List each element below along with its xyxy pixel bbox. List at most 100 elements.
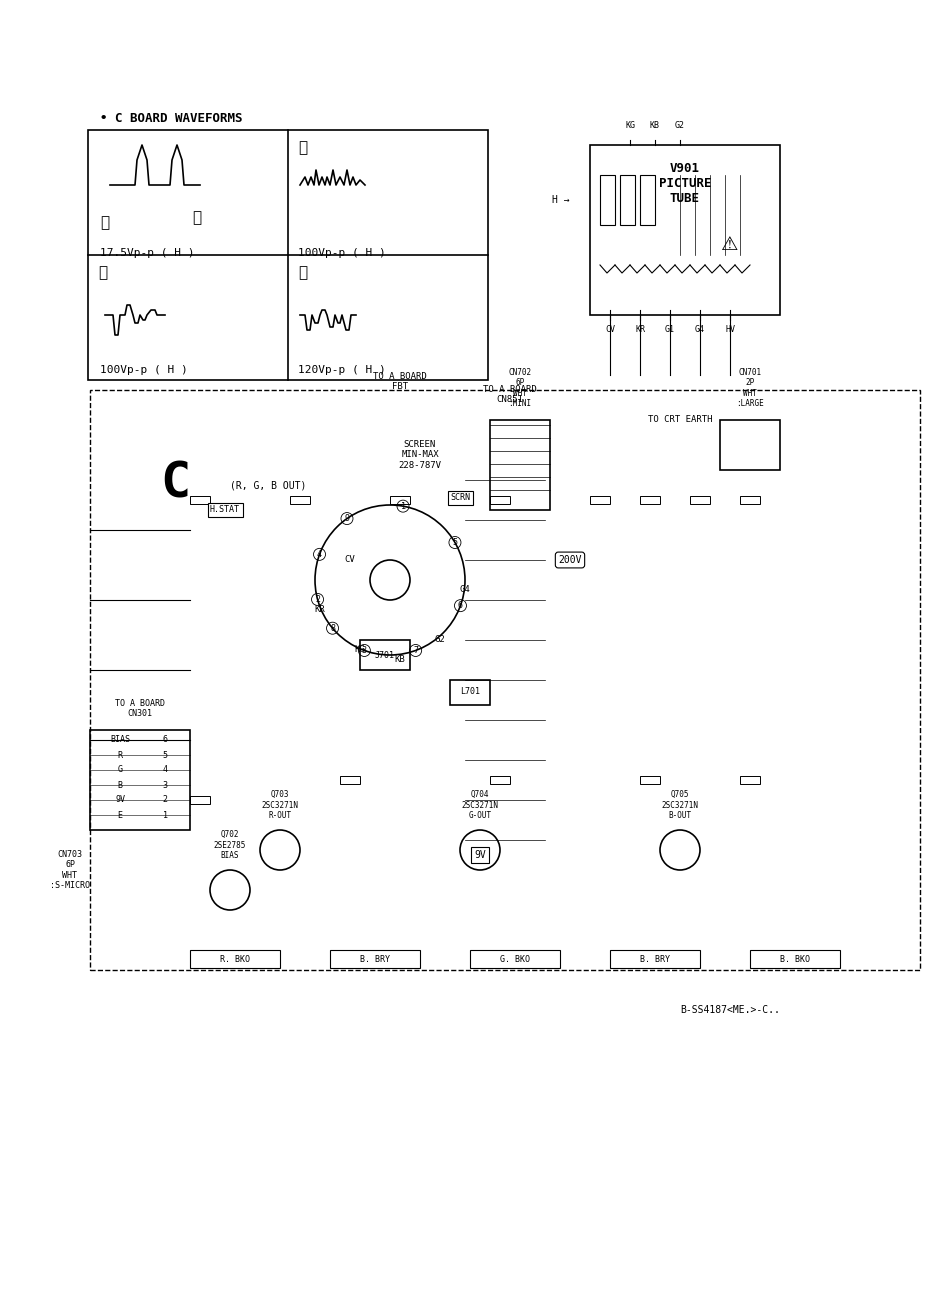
Text: ⚠: ⚠ bbox=[721, 236, 739, 254]
Text: 100Vp-p ( H ): 100Vp-p ( H ) bbox=[100, 365, 188, 376]
Bar bbox=[340, 776, 360, 784]
Text: G. BKO: G. BKO bbox=[500, 956, 530, 965]
Text: 1: 1 bbox=[401, 502, 406, 511]
Bar bbox=[490, 776, 510, 784]
Text: E: E bbox=[118, 811, 123, 819]
Text: (R, G, B OUT): (R, G, B OUT) bbox=[230, 480, 306, 490]
Text: C: C bbox=[160, 460, 190, 509]
Text: G: G bbox=[118, 765, 123, 775]
Bar bbox=[610, 951, 700, 968]
Bar bbox=[90, 390, 920, 970]
Text: ③: ③ bbox=[98, 265, 107, 280]
Text: KB: KB bbox=[650, 121, 660, 130]
Bar bbox=[490, 496, 510, 505]
Text: B. BRY: B. BRY bbox=[640, 956, 670, 965]
Text: CN701
2P
WHT
:LARGE: CN701 2P WHT :LARGE bbox=[736, 368, 764, 408]
Bar bbox=[590, 496, 610, 505]
Text: G4: G4 bbox=[695, 325, 705, 334]
Text: KB: KB bbox=[394, 656, 406, 665]
Text: 4: 4 bbox=[162, 765, 167, 775]
Text: 100Vp-p ( H ): 100Vp-p ( H ) bbox=[298, 248, 386, 258]
Bar bbox=[190, 795, 210, 805]
Text: L701: L701 bbox=[460, 687, 480, 696]
Text: H.STAT: H.STAT bbox=[210, 506, 240, 515]
Text: TO A BOARD
FBT: TO A BOARD FBT bbox=[373, 372, 427, 391]
Text: ④: ④ bbox=[298, 265, 307, 280]
Text: SCREEN
MIN-MAX
228-787V: SCREEN MIN-MAX 228-787V bbox=[398, 439, 442, 469]
Text: CV: CV bbox=[345, 556, 355, 565]
Text: 3: 3 bbox=[362, 645, 367, 655]
Bar bbox=[88, 130, 488, 379]
Text: 1: 1 bbox=[162, 811, 167, 819]
Bar bbox=[290, 496, 310, 505]
Text: 200V: 200V bbox=[559, 556, 581, 565]
Text: • C BOARD WAVEFORMS: • C BOARD WAVEFORMS bbox=[100, 112, 242, 124]
Text: TO A BOARD
CN301: TO A BOARD CN301 bbox=[115, 699, 165, 719]
Text: B. BKO: B. BKO bbox=[780, 956, 810, 965]
Bar bbox=[690, 496, 710, 505]
Text: H →: H → bbox=[552, 196, 570, 205]
Text: R: R bbox=[118, 751, 123, 759]
Text: CV: CV bbox=[605, 325, 615, 334]
Bar bbox=[390, 496, 410, 505]
Bar bbox=[600, 175, 615, 226]
Text: KG: KG bbox=[354, 645, 366, 655]
Bar bbox=[190, 496, 210, 505]
Text: 2: 2 bbox=[162, 795, 167, 805]
Text: V901
PICTURE
TUBE: V901 PICTURE TUBE bbox=[658, 162, 712, 205]
Text: G2: G2 bbox=[675, 121, 685, 130]
Text: B-SS4187<ME.>-C..: B-SS4187<ME.>-C.. bbox=[680, 1005, 780, 1015]
Bar bbox=[330, 951, 420, 968]
Text: 9: 9 bbox=[345, 514, 350, 523]
Text: G1: G1 bbox=[665, 325, 675, 334]
Text: Q705
2SC3271N
B-OUT: Q705 2SC3271N B-OUT bbox=[661, 790, 698, 820]
Bar bbox=[740, 496, 760, 505]
Bar bbox=[640, 496, 660, 505]
Bar bbox=[750, 951, 840, 968]
Text: Q704
2SC3271N
G-OUT: Q704 2SC3271N G-OUT bbox=[462, 790, 499, 820]
Text: 4: 4 bbox=[317, 550, 322, 559]
Text: 9V: 9V bbox=[115, 795, 125, 805]
Text: 120Vp-p ( H ): 120Vp-p ( H ) bbox=[298, 365, 386, 376]
Bar bbox=[620, 175, 635, 226]
Text: 3: 3 bbox=[162, 781, 167, 789]
Text: KR: KR bbox=[314, 605, 325, 614]
Text: CN703
6P
WHT
:S-MICRO: CN703 6P WHT :S-MICRO bbox=[50, 850, 90, 891]
Bar bbox=[720, 420, 780, 469]
Bar bbox=[190, 951, 280, 968]
Text: HV: HV bbox=[725, 325, 735, 334]
Text: G2: G2 bbox=[434, 635, 446, 644]
Text: Q702
2SE2785
BIAS: Q702 2SE2785 BIAS bbox=[214, 831, 246, 861]
Text: B. BRY: B. BRY bbox=[360, 956, 390, 965]
Text: J701: J701 bbox=[375, 651, 395, 660]
Text: R. BKO: R. BKO bbox=[220, 956, 250, 965]
Text: 5: 5 bbox=[452, 539, 458, 546]
Text: TO CRT EARTH: TO CRT EARTH bbox=[648, 415, 712, 424]
Text: SCRN: SCRN bbox=[450, 493, 470, 502]
Text: B: B bbox=[118, 781, 123, 789]
Text: 9V: 9V bbox=[474, 850, 485, 861]
Bar bbox=[360, 640, 410, 670]
Text: Q703
2SC3271N
R-OUT: Q703 2SC3271N R-OUT bbox=[261, 790, 298, 820]
Text: 6: 6 bbox=[458, 601, 463, 610]
Bar bbox=[640, 776, 660, 784]
Text: 2: 2 bbox=[315, 595, 320, 604]
Text: 17.5Vp-p ( H ): 17.5Vp-p ( H ) bbox=[100, 248, 195, 258]
Text: KR: KR bbox=[635, 325, 645, 334]
Text: ②: ② bbox=[298, 140, 307, 155]
Text: TO A BOARD
CN851: TO A BOARD CN851 bbox=[484, 385, 537, 404]
Bar bbox=[490, 420, 550, 510]
Text: 8: 8 bbox=[330, 623, 335, 632]
Text: ①: ① bbox=[100, 215, 109, 230]
Bar bbox=[640, 175, 655, 226]
Text: KG: KG bbox=[625, 121, 635, 130]
Text: 7: 7 bbox=[413, 645, 418, 655]
Bar bbox=[740, 776, 760, 784]
Text: G4: G4 bbox=[460, 585, 470, 595]
Text: CN702
6P
WHT
:MINI: CN702 6P WHT :MINI bbox=[508, 368, 532, 408]
Text: 5: 5 bbox=[162, 751, 167, 759]
Text: ①: ① bbox=[192, 210, 201, 226]
Bar bbox=[90, 730, 190, 831]
Bar bbox=[470, 951, 560, 968]
Bar bbox=[590, 145, 780, 316]
